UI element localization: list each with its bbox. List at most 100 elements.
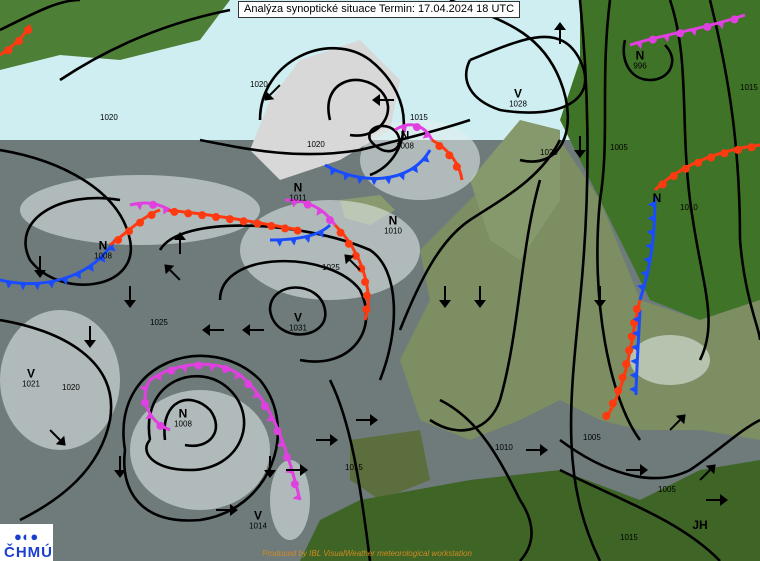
warm-front-symbol (625, 346, 634, 355)
warm-front-symbol (707, 153, 716, 162)
warm-front-symbol (632, 305, 641, 314)
wind-arrow (372, 94, 394, 106)
warm-front-symbol (225, 215, 234, 224)
wind-arrow (626, 464, 648, 476)
warm-front-symbol (747, 143, 756, 152)
pressure-center-low: N 1008 (94, 240, 112, 261)
pressure-value-label: 996 (633, 61, 647, 71)
cold-front-symbol (645, 242, 653, 250)
occluded-front-symbol (292, 493, 300, 500)
wind-arrow (242, 324, 264, 336)
pressure-center-low: N 1008 (396, 130, 414, 151)
warm-front-symbol (114, 235, 123, 244)
cold-front-symbol (33, 283, 41, 291)
cold-front-symbol (411, 165, 418, 174)
cold-front-symbol (629, 385, 637, 393)
cold-front-symbol (289, 238, 297, 246)
wind-arrow (216, 504, 238, 516)
occluded-front-symbol (703, 22, 712, 31)
chmu-logo-symbol: ●◖ ● (14, 529, 38, 544)
pressure-type-label: N (388, 213, 398, 228)
isobar (708, 0, 760, 341)
occluded-front-symbol (422, 131, 431, 139)
wind-arrow (316, 434, 338, 446)
warm-front-symbol (362, 291, 371, 300)
occluded-front-symbol (155, 373, 162, 382)
cold-front-symbol (47, 280, 55, 289)
occluded-front-symbol (662, 34, 670, 43)
wind-arrow (84, 326, 96, 348)
warm-front-symbol (362, 305, 371, 314)
wind-arrows (34, 22, 728, 516)
isobar-label: 1015 (740, 83, 758, 92)
land-africa (300, 460, 760, 561)
occluded-front-symbol (316, 208, 324, 216)
pressure-value-label: 1031 (289, 323, 307, 333)
occluded-front-symbol (717, 21, 725, 30)
occluded-front-symbol (194, 361, 203, 370)
pressure-center-low: N 1011 (289, 182, 306, 203)
cold-front-symbol (74, 271, 81, 280)
occluded-front-symbol (412, 123, 421, 132)
occluded-front-symbol (290, 200, 298, 208)
land-canada (0, 0, 230, 70)
wind-arrow (439, 286, 451, 308)
occluded-front-symbol (303, 200, 312, 209)
isobar (163, 398, 218, 448)
isobar-label: 1020 (540, 148, 558, 157)
greenland (250, 40, 400, 180)
pressure-type-label: N (178, 406, 188, 421)
isobar (559, 468, 721, 561)
chmu-logo-text: ČHMÚ (4, 544, 53, 561)
wind-arrow (114, 456, 126, 478)
pressure-type-label: N (98, 238, 108, 253)
pressure-center-high: V 1014 (249, 510, 267, 531)
occluded-front-symbol (325, 216, 334, 225)
warm-front-symbol (4, 46, 13, 55)
warm-front-symbol (281, 224, 290, 233)
occluded-front-symbol (244, 380, 253, 389)
pressure-type-label: V (293, 310, 303, 325)
isobar (327, 78, 390, 137)
occluded-front-symbol (181, 365, 188, 373)
credit-text: Produced by IBL VisualWeather meteorolog… (262, 549, 472, 558)
isobar (328, 379, 372, 561)
occluded-front-symbol (730, 15, 739, 24)
pressure-type-label: N (293, 180, 303, 195)
occluded-front-symbol (273, 427, 282, 436)
pressure-center-high: V 1031 (289, 312, 307, 333)
warm-front-symbol (452, 162, 461, 171)
cold-front-symbol (631, 329, 639, 337)
warm-front-symbol (24, 26, 33, 35)
occluded-front-symbol (145, 412, 154, 420)
chmu-logo: ●◖ ● ČHMÚ (0, 524, 53, 561)
warm-front-symbol (602, 411, 611, 420)
pressure-type-label: V (253, 508, 263, 523)
warm-front-symbol (669, 172, 678, 181)
cold-front-symbol (317, 230, 324, 238)
occluded-front-symbol (676, 29, 685, 38)
occluded-front-symbol (149, 200, 158, 209)
cold-front (324, 149, 432, 180)
wind-arrow (164, 264, 181, 281)
cold-front-symbol (5, 281, 13, 289)
warm-front-symbol (136, 218, 145, 227)
warm-front-symbol (622, 359, 631, 368)
occluded-front-symbol (260, 402, 269, 411)
wind-arrow (574, 136, 586, 158)
warm-front-symbol (125, 227, 134, 236)
land-russia (560, 0, 760, 320)
occluded-front-symbol (163, 206, 170, 215)
isobar-label: 1015 (410, 113, 428, 122)
pressure-value-label: 1011 (289, 193, 307, 203)
wind-arrow (49, 429, 66, 446)
isobar (0, 0, 81, 32)
cold-front-symbol (630, 357, 638, 365)
isobar (122, 354, 280, 522)
isobar (569, 0, 602, 561)
isobar (668, 0, 710, 361)
pressure-value-label: 1028 (509, 99, 527, 109)
isobar (439, 398, 533, 561)
warm-front-symbol (336, 228, 345, 237)
